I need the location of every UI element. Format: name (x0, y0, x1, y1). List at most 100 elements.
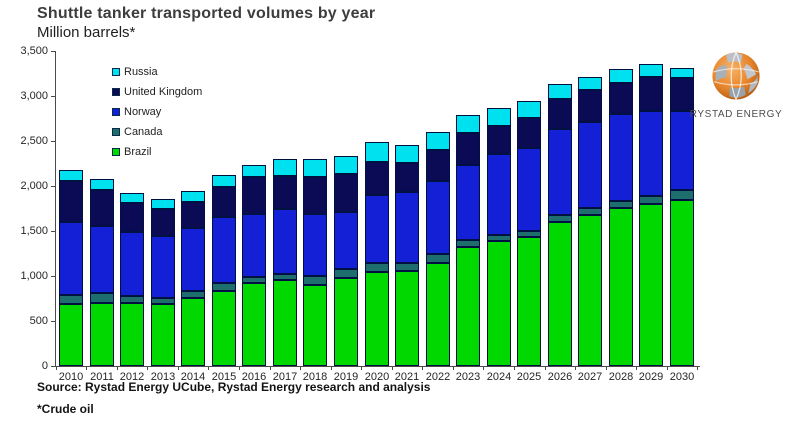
y-tick-mark (51, 186, 55, 187)
bar-segment-norway (548, 129, 572, 215)
bar-segment-russia (212, 175, 236, 187)
bar-segment-russia (426, 132, 450, 150)
x-tick-mark (239, 367, 240, 370)
bar-segment-brazil (90, 303, 114, 366)
x-tick-mark (514, 367, 515, 370)
bar-segment-canada (395, 263, 419, 271)
bar-segment-brazil (273, 280, 297, 366)
bar-segment-russia (334, 156, 358, 174)
legend-item-russia: Russia (112, 62, 202, 82)
bar-segment-russia (242, 165, 266, 177)
bar-segment-united-kingdom (609, 83, 633, 114)
bar-segment-brazil (334, 278, 358, 366)
bar-segment-norway (456, 165, 480, 240)
bar-segment-united-kingdom (212, 187, 236, 217)
y-tick-mark (51, 366, 55, 367)
bar-segment-canada (487, 235, 511, 241)
legend-swatch (112, 148, 120, 156)
bar-segment-brazil (426, 263, 450, 366)
bar-segment-brazil (395, 271, 419, 366)
bar-segment-canada (242, 277, 266, 283)
y-tick-mark (51, 231, 55, 232)
bar-segment-united-kingdom (578, 90, 602, 122)
x-tick-mark (86, 367, 87, 370)
x-tick-mark (606, 367, 607, 370)
bar-segment-brazil (548, 222, 572, 366)
x-tick-label: 2010 (58, 371, 84, 383)
bar-segment-russia (609, 69, 633, 83)
legend-label: Norway (124, 106, 162, 118)
bar-segment-norway (487, 154, 511, 235)
legend-item-norway: Norway (112, 102, 202, 122)
x-tick-label: 2026 (547, 371, 573, 383)
x-tick-label: 2029 (638, 371, 664, 383)
bar-segment-canada (548, 215, 572, 222)
bar-segment-russia (365, 142, 389, 162)
bar-segment-united-kingdom (90, 190, 114, 226)
bar-segment-united-kingdom (548, 99, 572, 129)
bar-2030 (670, 68, 694, 366)
bar-segment-norway (181, 228, 205, 291)
y-tick-label: 0 (41, 360, 48, 372)
x-tick-label: 2013 (150, 371, 176, 383)
y-axis-line (55, 51, 56, 367)
x-tick-mark (483, 367, 484, 370)
bar-segment-norway (609, 114, 633, 201)
legend-swatch (112, 68, 120, 76)
x-tick-label: 2014 (180, 371, 206, 383)
bar-2021 (395, 145, 419, 366)
x-tick-label: 2022 (425, 371, 451, 383)
bar-2027 (578, 77, 602, 366)
bar-segment-canada (273, 274, 297, 280)
y-tick-mark (51, 96, 55, 97)
bar-segment-russia (548, 84, 572, 99)
bar-segment-norway (59, 222, 83, 295)
bar-segment-norway (670, 111, 694, 190)
x-tick-mark (117, 367, 118, 370)
y-tick-label: 1,500 (20, 225, 48, 237)
bar-segment-canada (609, 201, 633, 208)
bar-2014 (181, 191, 205, 366)
bar-segment-russia (517, 101, 541, 118)
bar-2029 (639, 64, 663, 366)
y-tick-label: 500 (29, 315, 48, 327)
bar-segment-norway (578, 122, 602, 208)
bar-segment-canada (639, 196, 663, 204)
bar-segment-united-kingdom (395, 163, 419, 192)
bar-segment-russia (303, 159, 327, 177)
bar-segment-united-kingdom (426, 150, 450, 181)
source-note: Source: Rystad Energy UCube, Rystad Ener… (37, 380, 431, 394)
bar-segment-united-kingdom (670, 78, 694, 111)
bar-segment-brazil (639, 204, 663, 366)
bar-2025 (517, 101, 541, 366)
y-tick-mark (51, 141, 55, 142)
x-tick-mark (208, 367, 209, 370)
x-tick-mark (147, 367, 148, 370)
x-tick-mark (178, 367, 179, 370)
legend: Russia United Kingdom Norway Canada Brazil (112, 62, 202, 162)
bar-segment-united-kingdom (334, 174, 358, 212)
bar-2023 (456, 115, 480, 366)
page-subtitle: Million barrels* (37, 24, 136, 41)
x-tick-label: 2030 (669, 371, 695, 383)
x-tick-label: 2012 (119, 371, 145, 383)
bar-segment-brazil (365, 272, 389, 366)
bar-2024 (487, 108, 511, 366)
x-tick-mark (361, 367, 362, 370)
footnote-crude-oil: *Crude oil (37, 402, 94, 416)
bar-segment-brazil (609, 208, 633, 366)
bar-segment-united-kingdom (517, 118, 541, 148)
bar-segment-norway (151, 236, 175, 298)
bar-segment-united-kingdom (639, 77, 663, 111)
y-tick-mark (51, 51, 55, 52)
bar-segment-russia (578, 77, 602, 90)
bar-segment-canada (120, 296, 144, 303)
x-tick-mark (697, 367, 698, 370)
legend-item-canada: Canada (112, 122, 202, 142)
bar-segment-russia (487, 108, 511, 126)
legend-swatch (112, 88, 120, 96)
y-tick-label: 3,500 (20, 45, 48, 57)
bar-segment-russia (151, 199, 175, 209)
x-tick-label: 2025 (516, 371, 542, 383)
x-tick-label: 2018 (302, 371, 328, 383)
